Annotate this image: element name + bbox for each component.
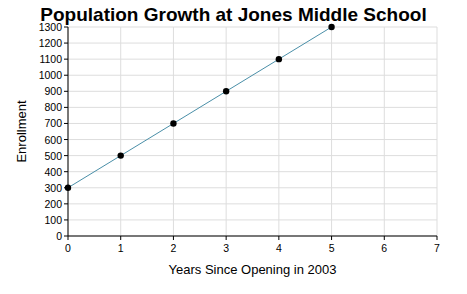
x-tick bbox=[173, 236, 174, 240]
x-tick bbox=[384, 236, 385, 240]
y-grid-line bbox=[68, 107, 437, 108]
y-axis-label: Enrollment bbox=[14, 100, 29, 163]
x-grid-line bbox=[384, 27, 385, 236]
data-point bbox=[65, 185, 71, 191]
x-tick bbox=[437, 236, 438, 240]
x-tick bbox=[68, 236, 69, 240]
background bbox=[0, 0, 467, 294]
y-tick bbox=[64, 219, 68, 220]
y-tick-label: 800 bbox=[44, 101, 62, 113]
y-grid-line bbox=[68, 139, 437, 140]
x-grid-line bbox=[120, 27, 121, 236]
y-tick bbox=[64, 27, 68, 28]
y-tick bbox=[64, 139, 68, 140]
y-grid-line bbox=[68, 187, 437, 188]
y-tick-label: 0 bbox=[56, 230, 62, 242]
x-tick bbox=[331, 236, 332, 240]
x-tick-label: 5 bbox=[329, 242, 335, 254]
y-grid-line bbox=[68, 123, 437, 124]
x-tick bbox=[226, 236, 227, 240]
y-tick-label: 400 bbox=[44, 166, 62, 178]
y-tick-label: 300 bbox=[44, 182, 62, 194]
y-tick bbox=[64, 75, 68, 76]
data-point bbox=[170, 120, 176, 126]
data-point bbox=[118, 152, 124, 158]
y-grid-line bbox=[68, 27, 437, 28]
x-tick-label: 0 bbox=[65, 242, 71, 254]
x-axis-label: Years Since Opening in 2003 bbox=[169, 262, 337, 277]
data-point bbox=[276, 56, 282, 62]
x-tick bbox=[120, 236, 121, 240]
y-tick-label: 500 bbox=[44, 150, 62, 162]
plot-area bbox=[65, 24, 335, 191]
y-tick-label: 1000 bbox=[39, 69, 63, 81]
x-grid-line bbox=[226, 27, 227, 236]
y-tick bbox=[64, 236, 68, 237]
x-tick-label: 4 bbox=[276, 242, 282, 254]
y-tick-label: 700 bbox=[44, 117, 62, 129]
y-tick bbox=[64, 91, 68, 92]
grid bbox=[68, 27, 437, 236]
x-tick bbox=[278, 236, 279, 240]
x-tick-label: 2 bbox=[171, 242, 177, 254]
x-grid-line bbox=[68, 27, 69, 236]
x-tick-label: 6 bbox=[381, 242, 387, 254]
y-grid-line bbox=[68, 203, 437, 204]
x-tick-label: 7 bbox=[434, 242, 440, 254]
data-line bbox=[68, 27, 332, 188]
y-tick bbox=[64, 43, 68, 44]
chart-container: 0 100 200 300 400 500 600 700 800 900 1000 1100 1200… bbox=[0, 0, 467, 294]
y-tick bbox=[64, 203, 68, 204]
data-point bbox=[223, 88, 229, 94]
y-axis bbox=[68, 27, 69, 236]
y-tick bbox=[64, 155, 68, 156]
x-grid-line bbox=[331, 27, 332, 236]
x-grid-line bbox=[173, 27, 174, 236]
y-tick-label: 100 bbox=[44, 214, 62, 226]
y-tick bbox=[64, 123, 68, 124]
y-tick-label: 900 bbox=[44, 85, 62, 97]
y-tick bbox=[64, 59, 68, 60]
y-tick-label: 200 bbox=[44, 198, 62, 210]
y-grid-line bbox=[68, 91, 437, 92]
y-tick-label: 1100 bbox=[39, 53, 62, 65]
x-tick-label: 1 bbox=[118, 242, 124, 254]
chart-svg: 0 100 200 300 400 500 600 700 800 900 1000 1100 1200… bbox=[0, 0, 467, 294]
y-grid-line bbox=[68, 171, 437, 172]
y-grid-line bbox=[68, 43, 437, 44]
y-tick-label: 600 bbox=[44, 134, 62, 146]
x-axis bbox=[68, 236, 437, 237]
y-grid-line bbox=[68, 219, 437, 220]
x-grid-line bbox=[437, 27, 438, 236]
y-grid-line bbox=[68, 236, 437, 237]
y-tick bbox=[64, 171, 68, 172]
y-tick-label: 1200 bbox=[39, 37, 63, 49]
x-tick-label: 3 bbox=[223, 242, 229, 254]
y-grid-line bbox=[68, 59, 437, 60]
chart-title: Population Growth at Jones Middle School bbox=[40, 4, 426, 25]
y-tick bbox=[64, 107, 68, 108]
